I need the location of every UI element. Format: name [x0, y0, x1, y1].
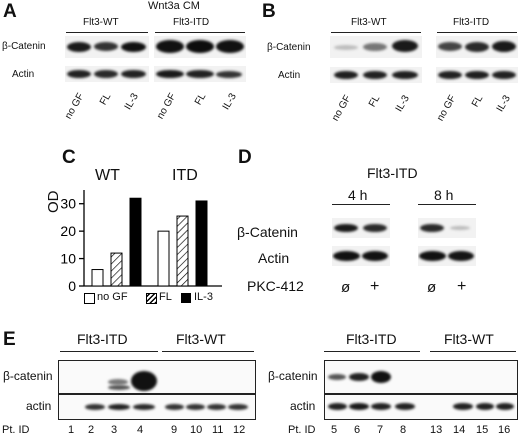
bar-itd-no-gf — [157, 230, 170, 287]
bar-wt-il-3 — [129, 197, 142, 287]
panel-b-catenin-blot-wt — [330, 36, 422, 58]
panel-e-left-id-2: 2 — [88, 424, 95, 436]
panel-d-mark-3: ø — [427, 279, 437, 296]
legend-swatch-fl — [146, 293, 157, 304]
bar-itd-il-3 — [195, 200, 208, 287]
panel-e-right-row-actin: actin — [290, 399, 316, 413]
panel-d-mark-1: ø — [341, 279, 351, 296]
bar-wt-no-gf — [91, 269, 104, 287]
panel-e-left-bracket-wt — [162, 351, 254, 352]
bar-wt-fl — [110, 252, 123, 287]
panel-e-right-id-13: 13 — [430, 424, 443, 436]
panel-a-bracket-itd — [155, 32, 245, 33]
panel-b-bracket-itd — [437, 32, 517, 33]
panel-b-actin-blot-itd — [436, 67, 518, 83]
legend-label-no-gf: no GF — [97, 291, 128, 303]
panel-e-right-id-7: 7 — [377, 424, 384, 436]
panel-a-catenin-blot-wt — [65, 36, 149, 58]
panel-e-right-row-catenin: β-catenin — [268, 369, 318, 383]
panel-e-left-id-11: 11 — [212, 424, 224, 436]
panel-a-row-catenin: β-Catenin — [2, 41, 46, 52]
panel-e-right-actin-blot — [324, 394, 518, 420]
panel-e-left-group-wt: Flt3-WT — [176, 331, 226, 347]
panel-a-bracket-wt — [66, 32, 148, 33]
panel-e-right-bracket-wt — [430, 351, 516, 352]
panel-e-left-bracket-itd — [60, 351, 158, 352]
panel-e-left-id-1: 1 — [68, 424, 75, 436]
bar-itd-fl — [176, 215, 189, 287]
panel-d-treatment: PKC-412 — [247, 278, 304, 294]
panel-a-catenin-blot-itd — [154, 36, 246, 58]
panel-b-row-catenin: β-Catenin — [267, 42, 311, 53]
legend-swatch-no-gf — [84, 293, 95, 304]
panel-b-group-wt: Flt3-WT — [351, 17, 387, 28]
panel-e-left-row-actin: actin — [26, 399, 52, 413]
panel-a-actin-blot-itd — [154, 66, 246, 82]
panel-a-group-itd: Flt3-ITD — [173, 17, 210, 28]
panel-a-row-actin: Actin — [12, 69, 35, 80]
panel-c-category-wt: WT — [95, 167, 120, 184]
panel-d-time-8h: 8 h — [434, 187, 454, 203]
panel-b-group-itd: Flt3-ITD — [453, 17, 490, 28]
panel-d-title: Flt3-ITD — [367, 165, 418, 181]
panel-e-left-pt-label: Pt. ID — [2, 424, 30, 436]
legend-label-il3: IL-3 — [194, 291, 213, 303]
panel-e-left-group-itd: Flt3-ITD — [77, 331, 128, 347]
panel-e-right-bracket-itd — [324, 351, 420, 352]
panel-a-group-wt: Flt3-WT — [83, 17, 119, 28]
legend-swatch-il3 — [181, 293, 191, 303]
panel-e-right-id-6: 6 — [354, 424, 361, 436]
panel-c-letter: C — [62, 147, 76, 168]
panel-d-catenin-blot-4h — [332, 218, 390, 238]
panel-b-row-actin: Actin — [278, 70, 301, 81]
panel-e-right-id-14: 14 — [453, 424, 466, 436]
panel-d-row-catenin: β-Catenin — [237, 224, 298, 240]
panel-d-bracket-4h — [332, 204, 390, 205]
panel-b-actin-blot-wt — [330, 67, 422, 83]
panel-e-right-group-wt: Flt3-WT — [444, 331, 494, 347]
y-tick-label: 30 — [60, 196, 76, 212]
panel-d-actin-blot-8h — [418, 246, 476, 266]
panel-e-left-row-catenin: β-catenin — [3, 369, 53, 383]
panel-d-bracket-8h — [418, 204, 476, 205]
panel-c-category-itd: ITD — [172, 167, 198, 184]
panel-e-right-catenin-blot — [324, 360, 518, 394]
panel-a-letter: A — [3, 1, 17, 22]
panel-e-left-id-10: 10 — [190, 424, 203, 436]
panel-e-left-id-3: 3 — [111, 424, 118, 436]
y-tick-label: 10 — [60, 251, 76, 267]
panel-d-mark-4: + — [457, 278, 467, 295]
panel-e-right-id-8: 8 — [400, 424, 407, 436]
panel-c-bars — [91, 197, 208, 287]
panel-e-right-id-15: 15 — [476, 424, 489, 436]
panel-a-actin-blot-wt — [65, 66, 149, 82]
panel-e-letter: E — [3, 329, 16, 350]
panel-d-actin-blot-4h — [332, 246, 390, 266]
panel-a-title: Wnt3a CM — [148, 0, 200, 12]
panel-b-letter: B — [262, 1, 276, 22]
panel-d-time-4h: 4 h — [348, 187, 368, 203]
y-tick-label: 20 — [60, 223, 76, 239]
panel-e-right-id-5: 5 — [331, 424, 338, 436]
panel-b-bracket-wt — [331, 32, 421, 33]
panel-e-right-pt-label: Pt. ID — [288, 424, 316, 436]
panel-c-legend: no GF FL IL-3 — [84, 292, 244, 306]
panel-e-left-id-4: 4 — [137, 424, 144, 436]
y-tick-label: 0 — [68, 278, 76, 294]
panel-e-left-id-12: 12 — [233, 424, 246, 436]
panel-d-row-actin: Actin — [258, 250, 290, 266]
panel-e-left-catenin-blot — [58, 360, 256, 394]
panel-e-right-id-16: 16 — [498, 424, 511, 436]
panel-d-mark-2: + — [370, 278, 380, 295]
legend-label-fl: FL — [159, 291, 172, 303]
panel-b-catenin-blot-itd — [436, 36, 518, 58]
panel-e-left-id-9: 9 — [171, 424, 178, 436]
panel-e-right-group-itd: Flt3-ITD — [346, 331, 397, 347]
panel-d-letter: D — [238, 147, 252, 168]
panel-d-catenin-blot-8h — [418, 218, 476, 238]
panel-e-left-actin-blot — [58, 394, 256, 420]
